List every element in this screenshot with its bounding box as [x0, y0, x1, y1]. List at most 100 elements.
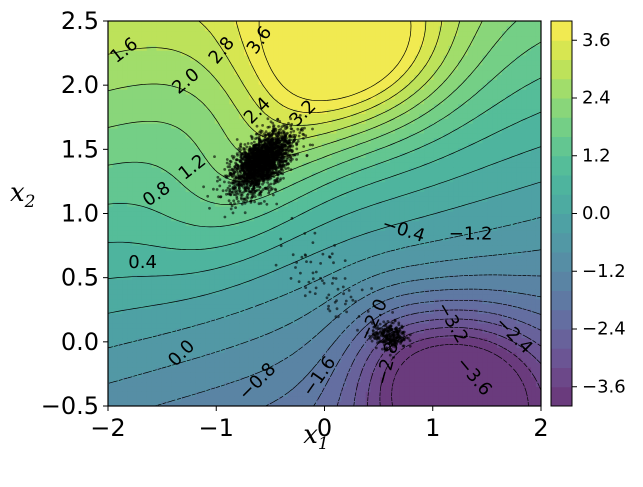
- contour-fill-cell: [224, 132, 231, 139]
- contour-fill-cell: [185, 313, 192, 319]
- contour-fill-cell: [453, 137, 459, 144]
- contour-fill-cell: [341, 205, 347, 212]
- contour-fill-cell: [404, 167, 411, 173]
- contour-fill-cell: [117, 162, 123, 168]
- contour-fill-cell: [161, 279, 167, 285]
- contour-fill-cell: [355, 318, 362, 324]
- contour-fill-cell: [448, 142, 454, 149]
- contour-fill-cell: [516, 298, 522, 305]
- contour-fill-cell: [414, 391, 420, 397]
- contour-fill-cell: [317, 162, 323, 168]
- contour-fill-cell: [453, 366, 459, 373]
- contour-fill-cell: [258, 254, 265, 261]
- contour-fill-cell: [273, 293, 279, 300]
- contour-fill-cell: [302, 391, 308, 397]
- contour-fill-cell: [239, 391, 245, 397]
- contour-fill-cell: [219, 361, 226, 368]
- contour-fill-cell: [268, 386, 274, 392]
- contour-fill-cell: [385, 376, 391, 383]
- contour-fill-cell: [253, 132, 260, 139]
- contour-fill-cell: [453, 205, 459, 212]
- contour-fill-cell: [180, 376, 187, 383]
- contour-fill-cell: [136, 279, 143, 285]
- contour-fill-cell: [521, 366, 527, 373]
- contour-fill-cell: [458, 357, 464, 363]
- contour-fill-cell: [292, 201, 299, 207]
- contour-fill-cell: [117, 220, 123, 227]
- contour-fill-cell: [428, 337, 435, 344]
- contour-fill-cell: [132, 342, 138, 348]
- contour-fill-cell: [424, 162, 430, 168]
- contour-fill-cell: [171, 225, 177, 231]
- contour-fill-cell: [282, 361, 289, 368]
- contour-fill-cell: [214, 303, 221, 309]
- contour-fill-cell: [146, 225, 153, 231]
- contour-fill-cell: [394, 308, 401, 314]
- contour-fill-cell: [312, 137, 318, 144]
- contour-fill-cell: [409, 269, 415, 275]
- contour-fill-cell: [195, 244, 201, 251]
- contour-fill-cell: [146, 322, 153, 329]
- contour-fill-cell: [166, 230, 172, 236]
- contour-fill-cell: [492, 303, 498, 309]
- contour-fill-cell: [467, 269, 474, 275]
- contour-fill-cell: [346, 269, 352, 275]
- contour-fill-cell: [282, 298, 289, 305]
- contour-fill-cell: [370, 269, 376, 275]
- contour-fill-cell: [297, 366, 304, 373]
- contour-fill-cell: [229, 176, 235, 183]
- contour-fill-cell: [331, 322, 338, 329]
- contour-fill-cell: [127, 128, 133, 134]
- contour-fill-cell: [219, 400, 226, 406]
- contour-fill-cell: [453, 400, 459, 406]
- contour-fill-cell: [190, 288, 196, 295]
- contour-fill-cell: [506, 147, 513, 153]
- contour-fill-cell: [394, 240, 401, 246]
- contour-fill-cell: [151, 293, 158, 300]
- contour-fill-cell: [239, 283, 245, 290]
- contour-fill-cell: [428, 396, 435, 402]
- contour-fill-cell: [385, 279, 391, 285]
- contour-fill-cell: [214, 391, 221, 397]
- contour-fill-cell: [307, 303, 313, 309]
- contour-fill-cell: [448, 181, 454, 188]
- contour-fill-cell: [219, 288, 226, 295]
- contour-fill-cell: [312, 318, 318, 324]
- contour-fill-cell: [419, 371, 425, 378]
- contour-fill-cell: [302, 386, 308, 392]
- contour-fill-cell: [132, 269, 138, 275]
- contour-fill-cell: [472, 361, 479, 368]
- contour-fill-cell: [224, 259, 231, 266]
- contour-fill-cell: [336, 240, 342, 246]
- contour-fill-cell: [487, 357, 493, 363]
- contour-fill-cell: [419, 332, 425, 339]
- contour-fill-cell: [404, 137, 411, 144]
- contour-fill-cell: [146, 220, 153, 227]
- contour-fill-cell: [521, 347, 527, 353]
- contour-fill-cell: [462, 205, 469, 212]
- contour-fill-cell: [200, 288, 206, 295]
- contour-fill-cell: [268, 230, 274, 236]
- contour-fill-cell: [501, 171, 508, 178]
- contour-fill-cell: [171, 254, 177, 261]
- contour-fill-cell: [428, 181, 435, 188]
- contour-fill-cell: [292, 376, 299, 383]
- contour-fill-cell: [462, 327, 469, 334]
- contour-fill-cell: [346, 142, 352, 149]
- contour-fill-cell: [326, 235, 333, 241]
- contour-fill-cell: [141, 147, 148, 153]
- contour-fill-cell: [151, 327, 158, 334]
- contour-fill-cell: [234, 225, 240, 231]
- contour-fill-cell: [146, 400, 153, 406]
- contour-fill-cell: [229, 361, 235, 368]
- contour-fill-cell: [462, 244, 469, 251]
- contour-fill-cell: [302, 332, 308, 339]
- contour-fill-cell: [472, 230, 479, 236]
- contour-fill-cell: [404, 357, 411, 363]
- contour-fill-cell: [501, 279, 508, 285]
- contour-fill-cell: [136, 171, 143, 178]
- contour-fill-cell: [161, 298, 167, 305]
- contour-fill-cell: [219, 337, 226, 344]
- contour-fill-cell: [248, 386, 255, 392]
- contour-fill-cell: [501, 196, 508, 202]
